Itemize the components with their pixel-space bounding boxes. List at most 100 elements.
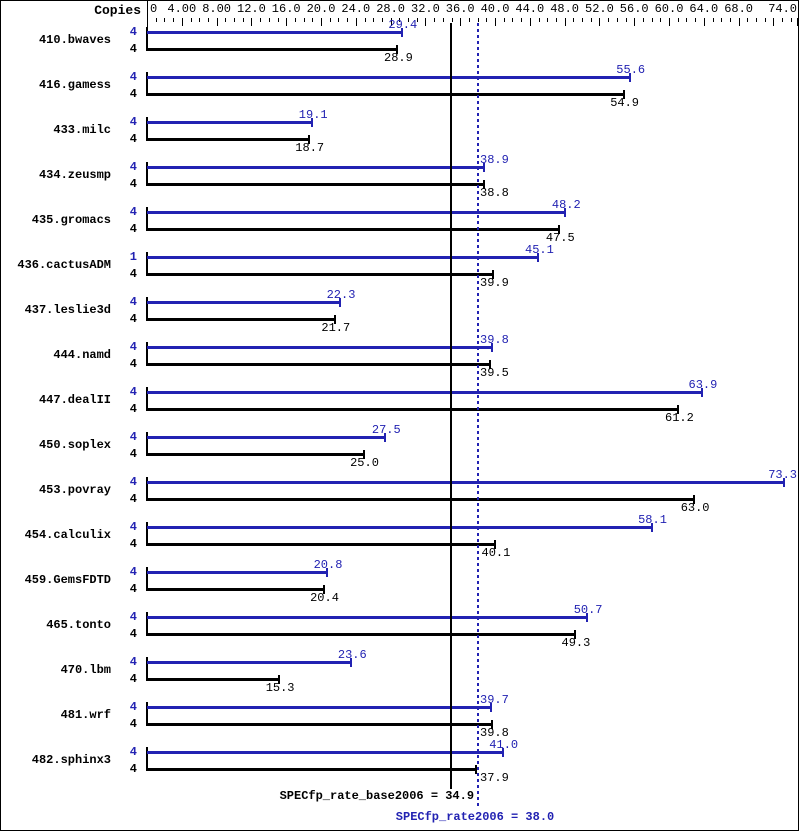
axis-tick [434,18,436,22]
benchmark-name: 447.dealII [38,393,111,407]
benchmark-name: 481.wrf [60,708,111,722]
peak-bar [147,253,540,262]
base-bar-end-tick [693,495,696,504]
peak-bar-end-tick [483,163,486,172]
peak-bar [147,298,341,307]
axis-tick [460,18,462,26]
base-copies: 4 [129,267,137,281]
axis-tick [590,18,592,22]
group-axis-stem [146,702,148,726]
peak-value: 39.8 [480,333,509,347]
axis-tick [303,18,305,22]
peak-copies: 4 [129,745,137,759]
axis-tick [738,18,740,26]
base-bar [147,585,325,594]
base-value: 39.8 [480,726,509,740]
peak-value: 23.6 [337,648,367,662]
axis-tick [181,18,183,26]
axis-zero-separator [147,1,148,27]
axis-tick-label: 40.0 [480,2,510,16]
base-bar [147,675,281,684]
axis-tick [425,18,427,26]
peak-mean-label: SPECfp_rate2006 = 38.0 [395,810,555,824]
group-axis-stem [146,27,148,51]
axis-tick-label: 68.0 [724,2,753,16]
base-bar-end-tick [362,450,365,459]
base-bar-end-tick [482,180,485,189]
peak-bar [147,208,567,217]
peak-value: 41.0 [489,738,519,752]
peak-bar [147,613,589,622]
axis-tick [190,18,192,22]
base-value: 63.0 [680,501,710,515]
peak-copies: 4 [129,565,137,579]
peak-bar [147,388,703,397]
base-bar [147,630,576,639]
peak-bar-end-tick [628,73,631,82]
peak-value: 22.3 [326,288,356,302]
base-copies: 4 [129,672,137,686]
base-copies: 4 [129,87,137,101]
benchmark-name: 433.milc [53,123,111,137]
peak-bar-end-tick [384,433,387,442]
group-axis-stem [146,162,148,186]
benchmark-name: 416.gamess [38,78,111,92]
axis-tick [634,18,636,26]
base-value: 18.7 [295,141,325,155]
base-bar [147,270,495,279]
base-value: 15.3 [265,681,295,695]
peak-mean-line [477,23,479,809]
peak-bar [147,73,631,82]
axis-tick [773,18,775,26]
base-bar-end-tick [491,720,494,729]
axis-tick-label: 24.0 [341,2,371,16]
axis-tick-label: 56.0 [619,2,649,16]
peak-bar-end-tick [490,703,493,712]
axis-tick [408,18,409,22]
group-axis-stem [146,72,148,96]
base-bar-end-tick [396,45,399,54]
axis-tick [625,18,627,22]
axis-tick [686,18,688,22]
base-value: 21.7 [321,321,351,335]
peak-bar-end-tick [586,613,589,622]
base-bar [147,45,399,54]
axis-tick [399,18,401,22]
peak-bar [147,748,504,757]
axis-tick-label: 48.0 [550,2,579,16]
peak-value: 38.9 [480,153,509,167]
benchmark-name: 470.lbm [60,663,111,677]
axis-tick [442,18,444,22]
base-bar-end-tick [492,270,495,279]
axis-tick-label: 28.0 [376,2,405,16]
peak-bar-end-tick [350,658,353,667]
axis-tick [756,18,757,22]
axis-tick [155,18,157,22]
peak-bar [147,568,328,577]
base-value: 61.2 [665,411,694,425]
group-axis-stem [146,432,148,456]
axis-tick-label: 12.0 [237,2,266,16]
benchmark-name: 410.bwaves [38,33,111,47]
peak-value: 50.7 [573,603,603,617]
peak-bar [147,28,403,37]
base-copies: 4 [129,42,137,56]
peak-bar [147,163,486,172]
axis-tick [251,18,253,26]
base-value: 47.5 [545,231,575,245]
peak-copies: 4 [129,475,137,489]
axis-tick [695,18,697,22]
peak-copies: 4 [129,115,137,129]
base-value: 28.9 [384,51,413,65]
peak-bar-end-tick [700,388,703,397]
axis-tick [390,18,392,26]
base-copies: 4 [129,222,137,236]
peak-bar [147,703,493,712]
axis-tick [712,18,714,22]
group-axis-stem [146,612,148,636]
benchmark-name: 435.gromacs [31,213,111,227]
base-bar-end-tick [622,90,625,99]
axis-tick [242,18,244,22]
base-bar-end-tick [677,405,680,414]
